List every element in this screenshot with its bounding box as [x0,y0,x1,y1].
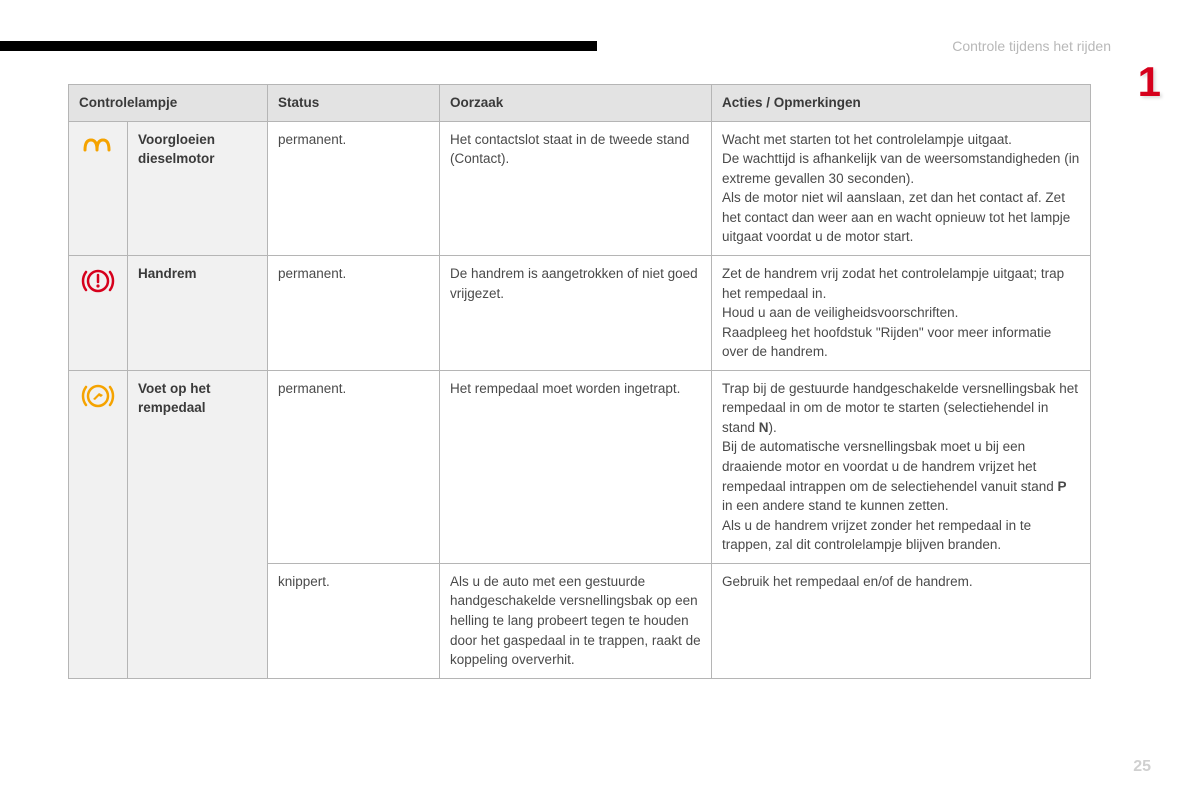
table-header-row: Controlelampje Status Oorzaak Acties / O… [69,85,1091,122]
table-row: Handrem permanent. De handrem is aangetr… [69,255,1091,370]
icon-cell [69,370,128,678]
table-row: Voet op het rempedaal permanent. Het rem… [69,370,1091,563]
chapter-number: 1 [1138,58,1161,106]
action-text: in een andere stand te kunnen zetten.Als… [722,498,1031,552]
page-number: 25 [1133,758,1151,776]
action-bold: P [1057,479,1066,494]
table: Controlelampje Status Oorzaak Acties / O… [68,84,1091,679]
row-label: Voet op het rempedaal [128,370,268,678]
warning-lamp-table: Controlelampje Status Oorzaak Acties / O… [68,84,1091,679]
row-status: knippert. [268,563,440,678]
row-cause: Het contactslot staat in de tweede stand… [440,121,712,255]
row-cause: De handrem is aangetrokken of niet goed … [440,255,712,370]
table-row: Voorgloeien dieselmotor permanent. Het c… [69,121,1091,255]
col-header-status: Status [268,85,440,122]
row-cause: Als u de auto met een gestuurde handgesc… [440,563,712,678]
row-action: Trap bij de gestuurde handgeschakelde ve… [712,370,1091,563]
top-black-bar [0,41,597,51]
col-header-cause: Oorzaak [440,85,712,122]
row-label: Handrem [128,255,268,370]
row-status: permanent. [268,255,440,370]
icon-cell [69,255,128,370]
action-bold: N [759,420,769,435]
preheat-coil-icon [81,132,115,156]
col-header-action: Acties / Opmerkingen [712,85,1091,122]
row-action: Gebruik het rempedaal en/of de handrem. [712,563,1091,678]
icon-cell [69,121,128,255]
row-action: Wacht met starten tot het controlelampje… [712,121,1091,255]
handbrake-warning-icon [79,266,117,296]
row-action: Zet de handrem vrij zodat het controlela… [712,255,1091,370]
row-status: permanent. [268,370,440,563]
section-title: Controle tijdens het rijden [952,38,1111,54]
col-header-lamp: Controlelampje [69,85,268,122]
action-text: ).Bij de automatische versnellingsbak mo… [722,420,1057,494]
row-status: permanent. [268,121,440,255]
foot-on-brake-icon [79,381,117,411]
row-label: Voorgloeien dieselmotor [128,121,268,255]
row-cause: Het rempedaal moet worden ingetrapt. [440,370,712,563]
